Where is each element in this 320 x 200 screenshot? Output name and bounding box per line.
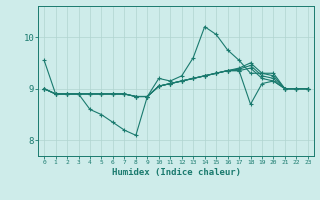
X-axis label: Humidex (Indice chaleur): Humidex (Indice chaleur) <box>111 168 241 177</box>
